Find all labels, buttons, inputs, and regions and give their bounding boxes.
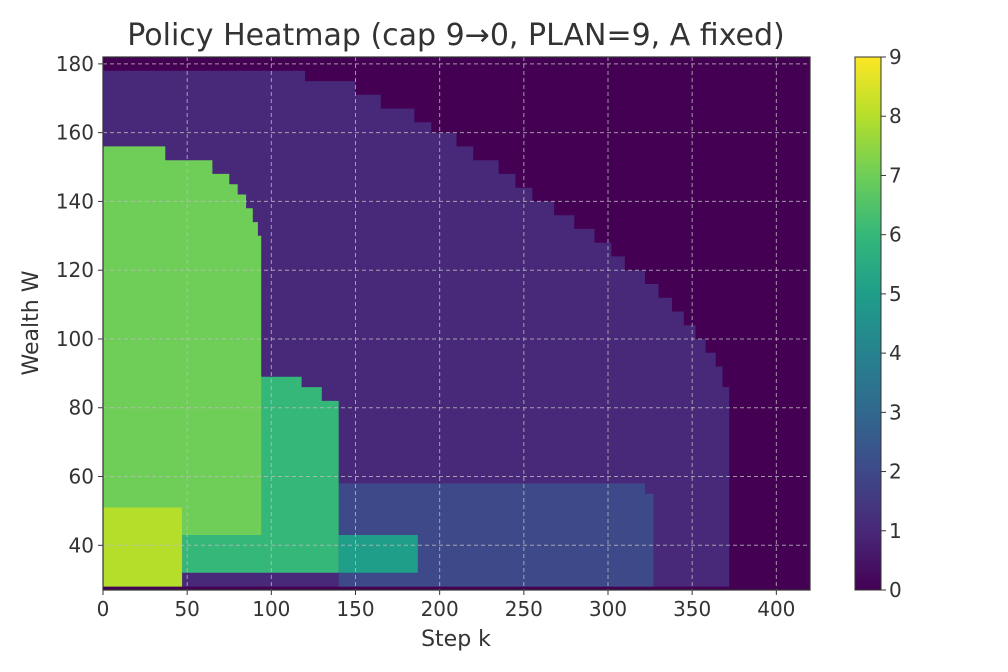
grid-lines: [102, 57, 810, 590]
x-tick-label: 250: [505, 597, 543, 621]
colorbar-tick-label: 8: [889, 104, 902, 128]
colorbar-tick-label: 0: [889, 578, 902, 602]
x-axis-label: Step k: [421, 627, 491, 652]
x-tick-label: 0: [97, 597, 110, 621]
heatmap-cells: [103, 57, 810, 590]
colorbar-tick-label: 1: [889, 519, 902, 543]
colorbar-tick-label: 4: [889, 341, 902, 365]
y-tick-label: 100: [56, 327, 94, 351]
x-tick-label: 300: [589, 597, 627, 621]
y-tick-label: 120: [56, 258, 94, 282]
x-tick-label: 100: [252, 597, 290, 621]
x-axis-ticks: 0 50 100 150 200 250 300 350 400: [97, 590, 795, 621]
x-tick-label: 50: [174, 597, 199, 621]
x-tick-label: 150: [336, 597, 374, 621]
colorbar-tick-label: 6: [889, 223, 902, 247]
plot-frame: [102, 56, 811, 591]
colorbar-tick-label: 5: [889, 282, 902, 306]
plot-area: 0 50 100 150 200 250 300 350 400 40 60 80 100 120 140…: [56, 52, 811, 621]
y-tick-label: 60: [69, 465, 94, 489]
colorbar-gradient: [854, 56, 882, 591]
y-tick-label: 80: [69, 396, 94, 420]
colorbar-tick-label: 7: [889, 163, 902, 187]
x-tick-label: 350: [673, 597, 711, 621]
heatmap-region-8: [103, 507, 183, 587]
y-axis-label: Wealth W: [19, 270, 44, 375]
y-tick-label: 40: [69, 533, 94, 557]
colorbar-ticks: 0 1 2 3 4 5 6 7 8 9: [881, 45, 902, 602]
colorbar: 0 1 2 3 4 5 6 7 8 9: [854, 45, 902, 602]
y-tick-label: 140: [56, 189, 94, 213]
x-tick-label: 400: [757, 597, 795, 621]
colorbar-tick-label: 3: [889, 400, 902, 424]
y-axis-ticks: 40 60 80 100 120 140 160 180: [56, 52, 103, 557]
chart-title: Policy Heatmap (cap 9→0, PLAN=9, A fixed…: [127, 18, 784, 53]
y-tick-label: 160: [56, 121, 94, 145]
x-tick-label: 200: [421, 597, 459, 621]
heatmap-region-7: [103, 146, 262, 535]
heatmap-region-5: [338, 535, 418, 573]
y-tick-label: 180: [56, 52, 94, 76]
colorbar-tick-label: 2: [889, 460, 902, 484]
colorbar-tick-label: 9: [889, 45, 902, 69]
